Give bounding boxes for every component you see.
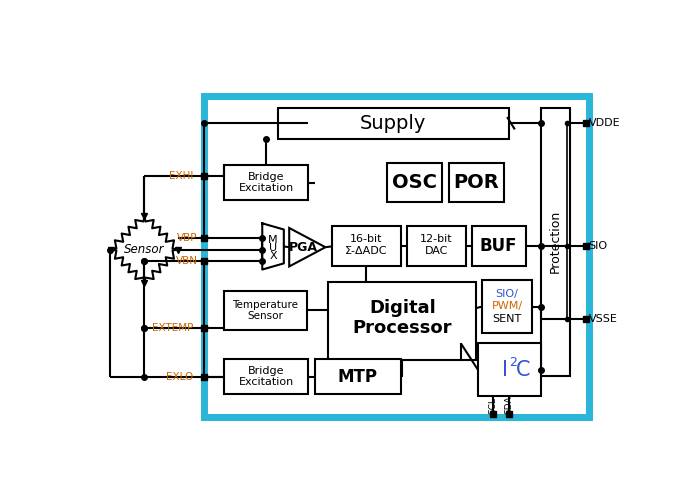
- Text: SIO/: SIO/: [496, 289, 519, 299]
- Polygon shape: [262, 224, 284, 269]
- Text: Excitation: Excitation: [239, 183, 294, 193]
- Bar: [224, 359, 309, 394]
- Text: U: U: [269, 243, 277, 253]
- Bar: [332, 226, 401, 266]
- Text: OSC: OSC: [392, 173, 437, 192]
- Text: EXHI: EXHI: [169, 171, 193, 181]
- Bar: [387, 163, 443, 202]
- Text: Excitation: Excitation: [239, 377, 294, 387]
- Text: M: M: [268, 235, 278, 245]
- Bar: [277, 108, 509, 139]
- Bar: [472, 226, 526, 266]
- Text: EXLO: EXLO: [166, 372, 193, 382]
- Text: 2: 2: [509, 356, 517, 369]
- Text: Digital: Digital: [369, 299, 436, 317]
- Text: C: C: [515, 360, 530, 380]
- Text: SENT: SENT: [492, 314, 522, 324]
- Text: Processor: Processor: [353, 319, 452, 337]
- Text: SCL: SCL: [489, 397, 498, 413]
- Text: SDA: SDA: [504, 396, 513, 414]
- Text: Protection: Protection: [549, 210, 562, 273]
- Bar: [407, 226, 466, 266]
- Text: DAC: DAC: [424, 246, 448, 256]
- Text: SIO: SIO: [589, 242, 608, 251]
- Text: Σ-ΔADC: Σ-ΔADC: [345, 246, 388, 256]
- Text: MTP: MTP: [338, 367, 378, 386]
- Bar: [483, 280, 532, 333]
- Bar: [449, 163, 504, 202]
- Bar: [315, 359, 401, 394]
- Text: Sensor: Sensor: [248, 311, 284, 321]
- Polygon shape: [289, 228, 326, 266]
- Text: I: I: [502, 360, 508, 380]
- Text: 12-bit: 12-bit: [420, 234, 453, 244]
- Bar: [328, 282, 476, 361]
- Text: 16-bit: 16-bit: [350, 234, 382, 244]
- Text: VSSE: VSSE: [589, 314, 617, 324]
- Bar: [224, 165, 309, 200]
- Bar: [541, 108, 571, 376]
- Text: PWM/: PWM/: [492, 302, 523, 311]
- Text: Sensor: Sensor: [124, 243, 165, 256]
- Text: VBN: VBN: [175, 256, 198, 266]
- Bar: [224, 291, 307, 329]
- Text: X: X: [269, 251, 277, 261]
- Bar: [478, 344, 541, 396]
- Text: VBP: VBP: [177, 233, 198, 243]
- Text: Supply: Supply: [360, 114, 426, 133]
- Text: POR: POR: [454, 173, 499, 192]
- Text: Bridge: Bridge: [248, 172, 284, 182]
- Text: VDDE: VDDE: [589, 118, 620, 128]
- Bar: [204, 96, 589, 417]
- Text: EXTEMP: EXTEMP: [152, 323, 193, 333]
- Text: Temperature: Temperature: [233, 300, 299, 310]
- Text: BUF: BUF: [480, 238, 517, 255]
- Text: Bridge: Bridge: [248, 366, 284, 376]
- Polygon shape: [289, 228, 326, 266]
- Text: PGA: PGA: [290, 241, 318, 254]
